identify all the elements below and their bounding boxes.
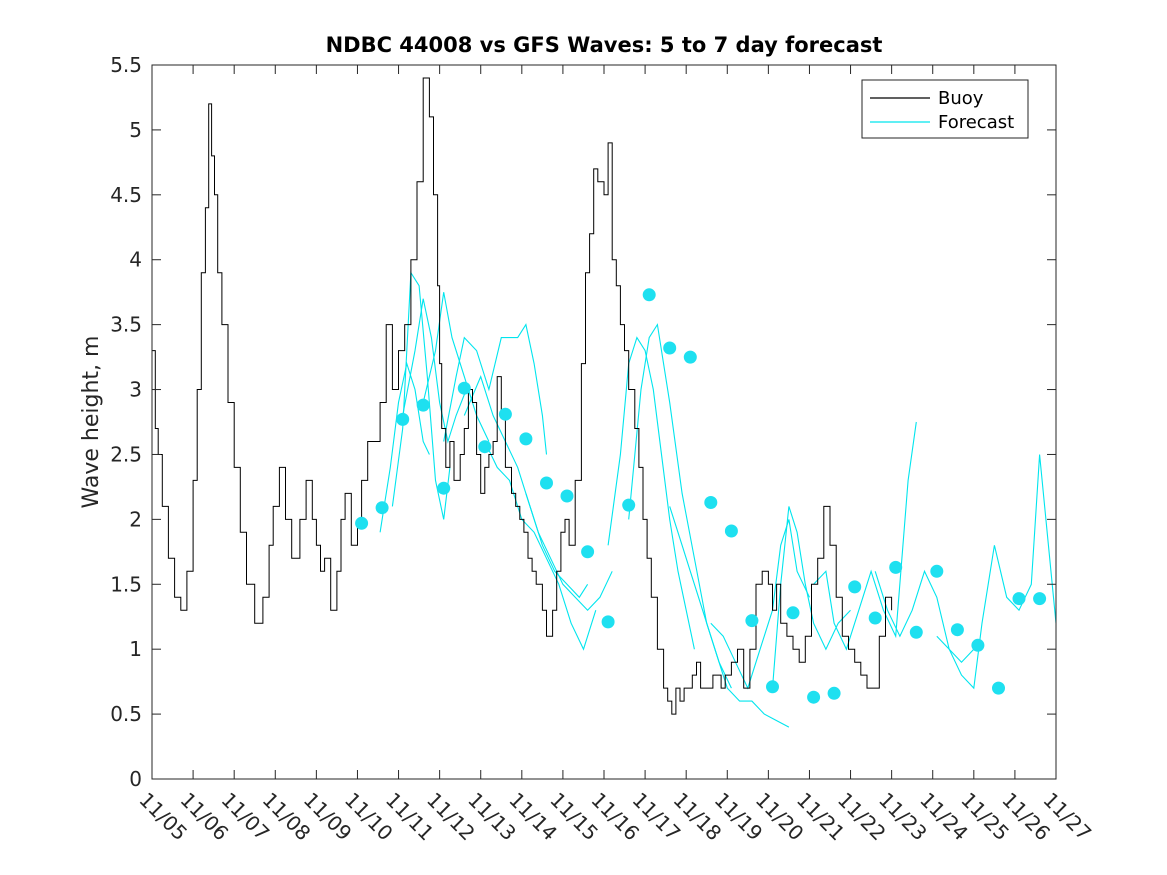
- legend-buoy-label: Buoy: [938, 88, 984, 109]
- forecast-line-2: [391, 270, 451, 520]
- forecast-marker: [519, 432, 533, 446]
- y-tick-label: 4.5: [110, 183, 142, 207]
- y-tick-label: 0: [129, 767, 142, 791]
- forecast-marker: [663, 341, 677, 355]
- forecast-marker: [1033, 592, 1047, 606]
- forecast-marker: [992, 681, 1005, 695]
- forecast-marker: [457, 381, 471, 395]
- forecast-marker: [889, 560, 903, 574]
- forecast-line-11: [669, 506, 790, 728]
- forecast-line-15: [874, 569, 975, 664]
- forecast-marker: [437, 481, 451, 495]
- legend-forecast-label: Forecast: [938, 112, 1014, 133]
- forecast-line-7: [484, 441, 597, 651]
- chart-title: NDBC 44008 vs GFS Waves: 5 to 7 day fore…: [326, 33, 883, 57]
- forecast-marker: [601, 615, 615, 629]
- forecast-marker: [375, 501, 389, 515]
- forecast-line-12: [710, 519, 810, 690]
- forecast-line-3: [402, 298, 467, 444]
- forecast-marker: [745, 614, 759, 628]
- y-tick-label: 5.5: [110, 53, 142, 77]
- forecast-marker: [950, 623, 964, 637]
- forecast-marker: [396, 412, 410, 426]
- y-axis-label: Wave height, m: [79, 336, 104, 509]
- forecast-line-9: [607, 336, 695, 650]
- forecast-line-16: [936, 454, 1056, 690]
- forecast-marker: [827, 686, 841, 700]
- y-tick-label: 3.5: [110, 313, 142, 337]
- forecast-marker: [807, 690, 821, 704]
- forecast-marker: [868, 611, 882, 625]
- forecast-marker: [622, 498, 636, 512]
- forecast-line-5: [443, 323, 548, 455]
- forecast-marker: [560, 489, 574, 503]
- plot-area: [152, 77, 1056, 728]
- forecast-marker: [416, 398, 430, 412]
- forecast-line-13: [771, 506, 851, 689]
- forecast-line-8: [525, 493, 613, 611]
- legend: Buoy Forecast: [861, 79, 1029, 139]
- forecast-marker: [498, 407, 512, 421]
- y-tick-label: 1.5: [110, 572, 142, 596]
- forecast-marker: [581, 545, 595, 559]
- y-tick-label: 4: [129, 248, 142, 272]
- forecast-marker: [786, 606, 800, 620]
- forecast-line-14: [813, 421, 917, 651]
- forecast-marker: [683, 350, 697, 364]
- forecast-line-1: [379, 361, 430, 533]
- forecast-marker: [355, 516, 369, 530]
- forecast-marker: [1012, 592, 1026, 606]
- y-tick-label: 2: [129, 507, 142, 531]
- y-tick-label: 0.5: [110, 702, 142, 726]
- y-tick-label: 5: [129, 118, 142, 142]
- forecast-marker: [766, 680, 779, 694]
- forecast-marker: [704, 496, 718, 509]
- forecast-marker: [540, 476, 553, 490]
- forecast-marker: [909, 625, 923, 639]
- forecast-marker: [848, 580, 862, 594]
- forecast-marker: [930, 564, 944, 578]
- y-tick-label: 2.5: [110, 442, 142, 466]
- forecast-marker: [971, 638, 985, 652]
- forecast-marker: [724, 524, 738, 538]
- y-tick-label: 3: [129, 378, 142, 402]
- plot-clipped-group: [152, 77, 1056, 728]
- y-tick-label: 1: [129, 637, 142, 661]
- legend-box: [861, 79, 1029, 139]
- forecast-marker: [478, 440, 492, 454]
- buoy-line: [152, 77, 893, 715]
- forecast-marker: [642, 288, 656, 302]
